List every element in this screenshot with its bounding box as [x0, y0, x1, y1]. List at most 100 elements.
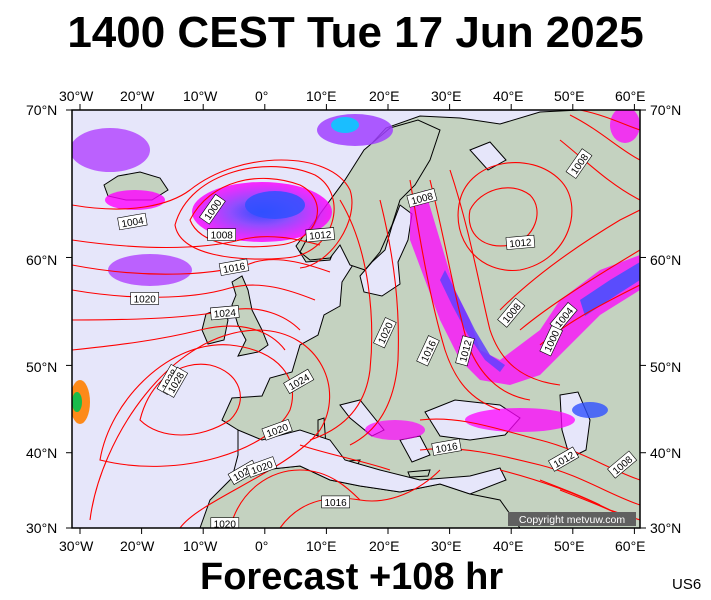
lon-label-bottom: 0°: [255, 538, 269, 554]
isobar: [569, 114, 640, 161]
svg-text:1020: 1020: [214, 520, 237, 531]
isobar: [559, 139, 640, 201]
lat-label-right: 60°N: [650, 252, 682, 268]
isobar: [72, 284, 316, 301]
isobar-label: 1008: [207, 228, 236, 242]
isobar-label: 1012: [505, 234, 536, 250]
sea-white: [469, 141, 507, 171]
map-frame: [71, 109, 641, 529]
precip-russia-band-core: [580, 262, 640, 316]
isobar-label: 1020: [130, 292, 159, 305]
precip-norwegian-sea-core: [331, 117, 359, 133]
svg-text:1024: 1024: [213, 308, 237, 321]
isobar-label: 1016: [431, 438, 462, 456]
precip-balkans: [365, 420, 425, 440]
lat-label-left: 70°N: [26, 102, 58, 118]
lat-label-left: 30°N: [26, 520, 58, 536]
isobar: [457, 162, 573, 271]
isobar: [519, 249, 640, 331]
lon-label-bottom: 10°W: [183, 538, 218, 554]
isobar: [409, 179, 501, 411]
isobar: [189, 177, 318, 248]
precipitation: [72, 110, 640, 440]
precip-black-sea: [465, 408, 575, 432]
isobar: [429, 179, 531, 401]
map-area: 1000100410081012101610201024102810281024…: [72, 110, 640, 531]
isobar-label: 1004: [117, 212, 148, 231]
lon-label-bottom: 20°E: [369, 538, 400, 554]
isobar-label: 1016: [218, 258, 250, 276]
land-crete: [407, 469, 431, 478]
svg-text:1020: 1020: [134, 294, 157, 305]
svg-text:1012: 1012: [509, 237, 533, 250]
precip-north-russia: [610, 110, 640, 143]
lon-label-top: 20°E: [369, 88, 400, 104]
model-code: US6: [672, 576, 702, 593]
copyright-box: [508, 512, 636, 526]
lon-label-top: 30°W: [59, 88, 94, 104]
lon-label-bottom: 20°W: [120, 538, 155, 554]
isobars: [72, 110, 640, 528]
lon-label-top: 10°W: [183, 88, 218, 104]
precip-south-iceland: [108, 254, 192, 286]
lat-label-left: 40°N: [26, 445, 58, 461]
precip-caucasus: [572, 402, 608, 418]
isobar-label: 1020: [210, 517, 240, 531]
lon-label-bottom: 60°E: [615, 538, 646, 554]
isobar: [449, 169, 561, 386]
lat-label-right: 70°N: [650, 102, 682, 118]
isobar: [468, 187, 538, 247]
lon-label-bottom: 30°E: [431, 538, 462, 554]
land-scandinavia: [299, 119, 441, 271]
isobar: [174, 165, 335, 260]
lon-label-bottom: 30°W: [59, 538, 94, 554]
precip-eastern-band: [410, 190, 640, 385]
lon-label-bottom: 10°E: [306, 538, 337, 554]
precip-iceland-west: [105, 190, 165, 210]
isobar: [72, 236, 321, 249]
isobar-label: 1024: [210, 305, 240, 321]
lon-label-top: 60°E: [615, 88, 646, 104]
isobar: [229, 469, 361, 528]
isobar: [499, 209, 640, 311]
lon-label-top: 40°E: [493, 88, 524, 104]
axis-ticks: [66, 104, 646, 534]
lon-label-top: 0°: [255, 88, 269, 104]
land-britain: [231, 275, 269, 357]
forecast-label: Forecast +108 hr: [200, 556, 504, 598]
isobar: [579, 110, 640, 131]
svg-text:1016: 1016: [435, 441, 459, 456]
lat-label-left: 60°N: [26, 252, 58, 268]
isobar: [539, 479, 601, 506]
lon-label-top: 10°E: [306, 88, 337, 104]
svg-text:1004: 1004: [121, 216, 145, 231]
lon-label-top: 50°E: [554, 88, 585, 104]
precip-greenland-sea: [72, 128, 150, 172]
isobar: [99, 344, 294, 467]
lon-label-bottom: 50°E: [554, 538, 585, 554]
isobar: [72, 159, 353, 269]
lat-label-right: 40°N: [650, 445, 682, 461]
page-title: 1400 CEST Tue 17 Jun 2025: [67, 8, 644, 57]
isobar-label: 1016: [321, 495, 350, 509]
isobar: [349, 199, 399, 446]
svg-text:1016: 1016: [324, 498, 347, 509]
lat-label-left: 50°N: [26, 359, 58, 375]
isobar: [89, 329, 331, 528]
lon-label-bottom: 40°E: [493, 538, 524, 554]
svg-text:1008: 1008: [211, 231, 234, 242]
copyright-text: Copyright metvuw.com: [519, 514, 625, 526]
isobar: [309, 199, 373, 441]
isobar: [72, 325, 286, 351]
lat-label-right: 50°N: [650, 359, 682, 375]
isobar: [279, 469, 441, 528]
lon-label-top: 20°W: [120, 88, 155, 104]
precip-atlantic-west-core: [72, 392, 82, 412]
svg-text:1016: 1016: [222, 261, 246, 276]
lon-label-top: 30°E: [431, 88, 462, 104]
isobar: [299, 444, 391, 471]
lat-label-right: 30°N: [650, 520, 682, 536]
precip-low-core: [245, 191, 305, 219]
isobar-label: 1012: [305, 227, 335, 243]
svg-text:1012: 1012: [309, 230, 333, 243]
